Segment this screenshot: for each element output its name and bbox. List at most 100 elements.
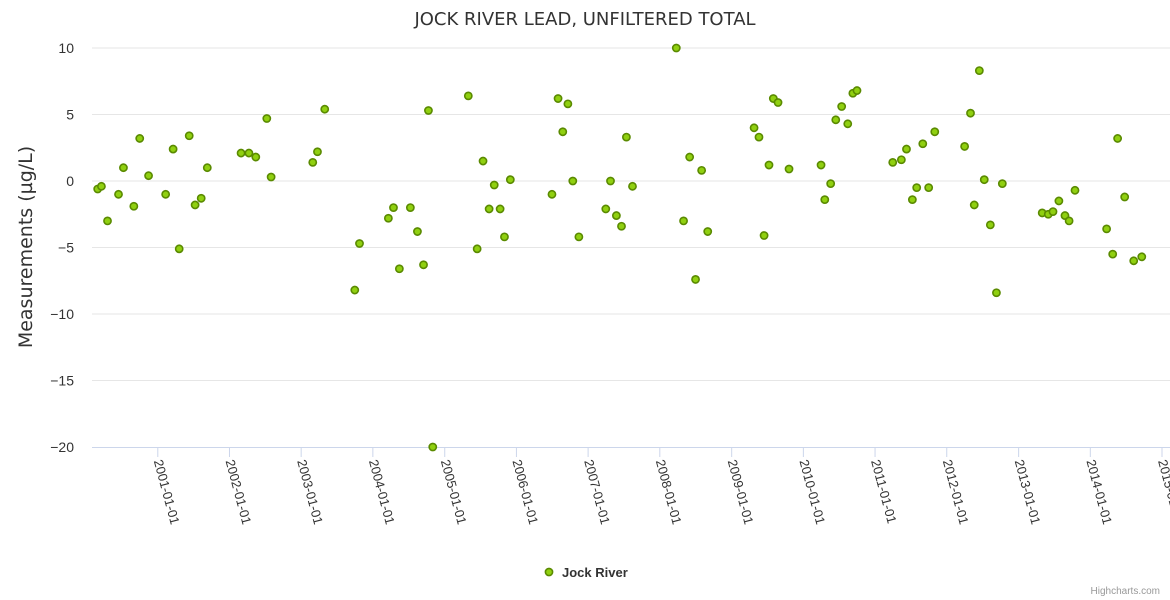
data-point[interactable]	[114, 189, 123, 199]
legend-item-jock-river[interactable]: Jock River	[562, 565, 628, 580]
data-point[interactable]	[606, 176, 615, 186]
data-point[interactable]	[97, 181, 106, 191]
data-point[interactable]	[320, 104, 330, 114]
data-point[interactable]	[389, 203, 398, 212]
data-point[interactable]	[671, 43, 681, 53]
data-point[interactable]	[1113, 134, 1123, 143]
data-point[interactable]	[1054, 196, 1064, 206]
data-point[interactable]	[924, 183, 934, 193]
data-point[interactable]	[837, 102, 847, 111]
data-point[interactable]	[918, 139, 928, 149]
data-point[interactable]	[974, 66, 984, 76]
data-point[interactable]	[500, 232, 509, 242]
data-point[interactable]	[202, 163, 212, 173]
data-point[interactable]	[308, 157, 318, 167]
data-point[interactable]	[419, 260, 428, 270]
data-point[interactable]	[907, 195, 917, 205]
data-point[interactable]	[568, 176, 578, 186]
data-point[interactable]	[355, 239, 364, 248]
data-point[interactable]	[966, 108, 975, 118]
data-point[interactable]	[558, 127, 568, 137]
data-point[interactable]	[428, 442, 438, 452]
data-point[interactable]	[547, 189, 557, 199]
data-point[interactable]	[190, 200, 200, 210]
data-point[interactable]	[997, 179, 1007, 189]
data-point[interactable]	[773, 98, 783, 107]
data-point[interactable]	[1129, 256, 1139, 266]
data-point[interactable]	[628, 181, 637, 191]
data-point[interactable]	[236, 148, 246, 158]
data-point[interactable]	[611, 211, 621, 220]
data-point[interactable]	[135, 134, 145, 143]
data-point[interactable]	[759, 231, 769, 240]
data-point[interactable]	[992, 288, 1001, 298]
data-point[interactable]	[505, 175, 515, 185]
data-point[interactable]	[413, 227, 422, 236]
data-point[interactable]	[749, 123, 759, 133]
data-point[interactable]	[820, 195, 830, 205]
data-point[interactable]	[251, 152, 261, 162]
data-point[interactable]	[754, 132, 764, 142]
data-point[interactable]	[831, 115, 841, 125]
data-point[interactable]	[394, 264, 404, 274]
data-point[interactable]	[262, 114, 272, 123]
data-point[interactable]	[383, 213, 393, 223]
data-point[interactable]	[553, 94, 563, 103]
data-point[interactable]	[843, 119, 853, 129]
data-point[interactable]	[1102, 224, 1112, 234]
data-point[interactable]	[350, 285, 360, 295]
data-point[interactable]	[969, 200, 979, 210]
data-point[interactable]	[1137, 252, 1147, 262]
data-point[interactable]	[617, 221, 626, 231]
data-point[interactable]	[266, 172, 276, 182]
data-point[interactable]	[244, 148, 254, 158]
data-point[interactable]	[1108, 249, 1118, 259]
data-point[interactable]	[826, 179, 836, 189]
data-point[interactable]	[784, 164, 794, 174]
data-point[interactable]	[960, 142, 970, 151]
data-point[interactable]	[764, 160, 774, 170]
data-point[interactable]	[985, 220, 995, 230]
data-point[interactable]	[495, 204, 505, 214]
data-point[interactable]	[174, 244, 184, 254]
data-point[interactable]	[1120, 192, 1130, 202]
data-point[interactable]	[1064, 216, 1074, 226]
data-point[interactable]	[679, 216, 688, 226]
credits-link[interactable]: Highcharts.com	[1091, 586, 1160, 597]
data-point[interactable]	[489, 180, 499, 190]
data-point[interactable]	[168, 144, 178, 154]
data-point[interactable]	[1048, 207, 1058, 216]
data-point[interactable]	[1070, 185, 1080, 195]
data-point[interactable]	[313, 147, 322, 157]
data-point[interactable]	[405, 203, 415, 212]
data-point[interactable]	[129, 201, 139, 211]
data-point[interactable]	[930, 127, 940, 137]
data-point[interactable]	[703, 227, 713, 236]
data-point[interactable]	[184, 131, 194, 141]
data-point[interactable]	[574, 232, 584, 242]
data-point[interactable]	[979, 175, 989, 185]
data-point[interactable]	[601, 204, 611, 214]
data-point[interactable]	[902, 144, 911, 154]
data-point[interactable]	[622, 132, 631, 142]
data-point[interactable]	[119, 163, 128, 173]
data-point[interactable]	[103, 216, 112, 226]
data-point[interactable]	[463, 91, 473, 101]
data-point[interactable]	[816, 160, 826, 170]
data-point[interactable]	[852, 86, 862, 95]
data-point[interactable]	[478, 156, 488, 166]
data-point[interactable]	[896, 155, 906, 165]
data-point[interactable]	[888, 157, 898, 167]
data-point[interactable]	[144, 171, 153, 181]
data-point[interactable]	[691, 275, 700, 284]
data-point[interactable]	[563, 99, 573, 109]
legend[interactable]: Jock River	[544, 565, 628, 580]
data-point[interactable]	[912, 183, 922, 193]
data-point[interactable]	[472, 244, 482, 254]
data-point[interactable]	[685, 152, 695, 162]
data-point[interactable]	[161, 189, 171, 199]
data-point[interactable]	[697, 165, 707, 175]
data-point[interactable]	[424, 106, 433, 115]
data-point[interactable]	[484, 204, 494, 214]
data-point[interactable]	[196, 193, 206, 203]
